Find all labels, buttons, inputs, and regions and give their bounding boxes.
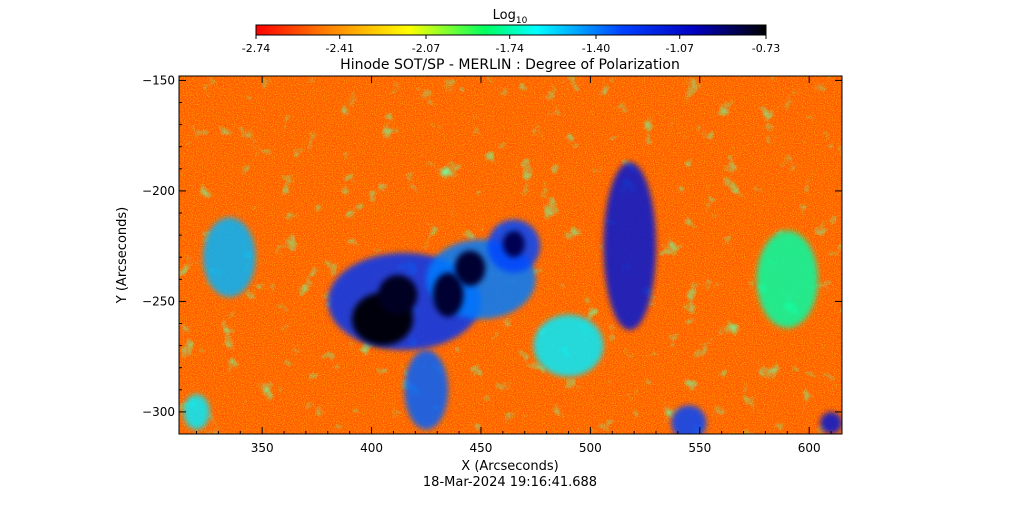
colorbar-bar (255, 24, 767, 36)
heatmap-region-strip (603, 162, 657, 331)
heatmap-region-core (378, 274, 418, 315)
y-axis: −150 −200 −250 −300 (142, 73, 842, 435)
heatmap-region-core (502, 230, 525, 258)
colorbar-tick-label: -1.07 (665, 42, 693, 55)
colorbar-tick-label: -2.74 (242, 42, 270, 55)
colorbar-tick-label: -1.40 (582, 42, 610, 55)
heatmap-region-network (820, 411, 842, 434)
y-tick-label: −200 (142, 184, 175, 198)
colorbar: Log10 -2.74 -2.41 -2.07 -1.74 -1.40 -1.07 -0.7… (242, 8, 780, 55)
heatmap-regions (183, 162, 842, 434)
y-tick-label: −150 (142, 73, 175, 87)
colorbar-tick-label: -2.07 (412, 42, 440, 55)
x-tick-label: 550 (688, 441, 711, 455)
plot-area (179, 76, 842, 434)
chart-title: Hinode SOT/SP - MERLIN : Degree of Polar… (340, 57, 680, 73)
x-tick-label: 350 (251, 441, 274, 455)
y-tick-label: −250 (142, 294, 175, 308)
y-axis-label: Y (Arcseconds) (115, 207, 130, 304)
heatmap-region-network (756, 230, 818, 328)
x-tick-label: 450 (470, 441, 493, 455)
colorbar-tick-label: -2.41 (325, 42, 353, 55)
colorbar-label: Log10 (493, 8, 528, 26)
colorbar-ticks: -2.74 -2.41 -2.07 -1.74 -1.40 -1.07 -0.73 (242, 35, 780, 55)
timestamp: 18-Mar-2024 19:16:41.688 (423, 475, 597, 490)
heatmap-region-core (432, 272, 464, 317)
colorbar-tick-label: -1.74 (495, 42, 523, 55)
x-axis-label: X (Arcseconds) (461, 459, 558, 474)
heatmap-region-network (671, 405, 707, 434)
x-tick-label: 500 (579, 441, 602, 455)
heatmap-region-network (404, 350, 449, 430)
colorbar-tick-label: -0.73 (752, 42, 780, 55)
x-tick-label: 400 (360, 441, 383, 455)
y-tick-label: −300 (142, 405, 175, 419)
heatmap-region-network (183, 394, 210, 430)
heatmap-region-network (203, 217, 256, 297)
plot-frame (178, 75, 843, 435)
colorbar-label-sub: 10 (516, 16, 528, 26)
colorbar-label-base: Log (493, 8, 516, 23)
x-axis: 350 400 450 500 550 600 (196, 76, 832, 455)
heatmap-region-core (454, 250, 486, 286)
heatmap-region-network (533, 314, 604, 377)
x-tick-label: 600 (798, 441, 821, 455)
